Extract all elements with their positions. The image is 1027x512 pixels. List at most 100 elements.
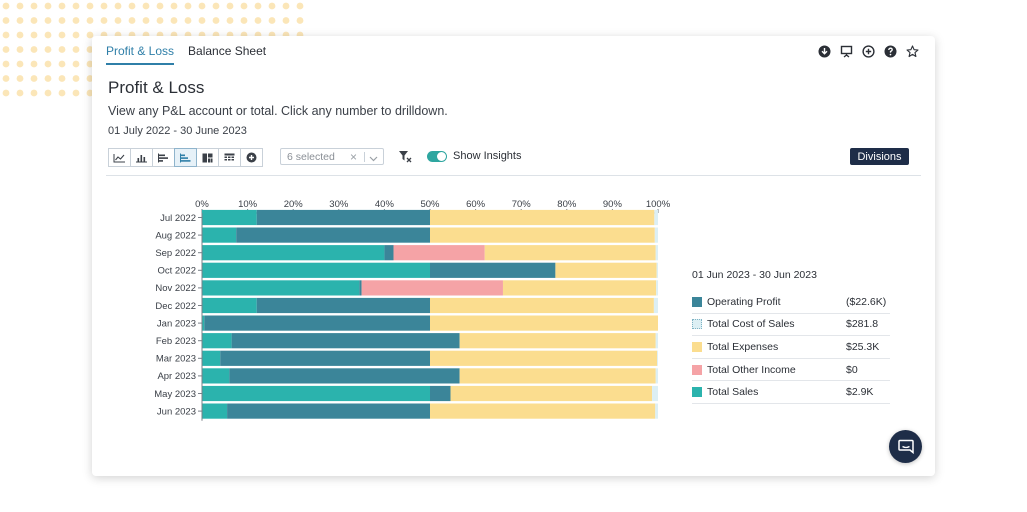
tab-balance-sheet[interactable]: Balance Sheet [188,44,267,58]
bar-segment[interactable] [430,297,654,314]
bar-segment[interactable] [227,403,430,419]
line-chart-icon [113,153,125,162]
series-select[interactable]: 6 selected × [280,148,384,165]
add-circle-icon[interactable] [861,44,875,58]
bar-segment[interactable] [459,368,656,384]
decorative-dot [16,46,24,53]
legend-value[interactable]: $25.3K [846,340,880,353]
legend-row: Operating Profit ($22.6K) [692,291,890,314]
bar-segment[interactable] [657,350,658,366]
decorative-dot [184,2,192,10]
show-insights-toggle[interactable] [427,151,447,162]
table-view-button[interactable] [218,148,241,167]
decorative-dot [86,17,94,24]
star-icon[interactable] [905,44,919,58]
decorative-dot [86,31,94,39]
decorative-dot [72,2,80,10]
bar-segment[interactable] [236,227,430,243]
legend-row: Total Sales $2.9K [692,381,890,404]
bar-segment[interactable] [484,245,656,261]
decorative-dot [2,17,10,24]
bar-segment[interactable] [359,280,362,296]
add-chart-button[interactable] [240,148,263,167]
bar-segment[interactable] [202,209,257,226]
presentation-icon[interactable] [839,44,853,58]
bar-chart-button[interactable] [152,148,175,167]
bar-segment[interactable] [393,245,485,261]
bar-segment[interactable] [430,262,556,278]
bar-segment[interactable] [202,368,230,384]
legend-row: Total Expenses $25.3K [692,336,890,359]
bar-segment[interactable] [202,297,257,314]
bar-segment[interactable] [202,315,205,331]
bar-segment[interactable] [654,227,658,243]
y-tick-label: Jun 2023 [157,406,196,417]
bar-segment[interactable] [202,262,430,278]
chevron-down-icon[interactable] [369,153,378,165]
bar-segment[interactable] [430,385,451,402]
clear-filter-icon[interactable] [398,150,412,168]
bar-segment[interactable] [430,209,655,226]
x-tick-label: 40% [375,199,395,210]
column-chart-icon [136,154,147,162]
bar-segment[interactable] [202,280,360,296]
bar-segment[interactable] [430,350,658,366]
legend-swatch [692,341,702,352]
bar-segment[interactable] [231,333,460,349]
tab-profit-loss[interactable]: Profit & Loss [106,44,175,65]
bar-segment[interactable] [202,333,232,349]
bar-segment[interactable] [256,297,430,314]
legend-label: Total Sales [707,386,759,399]
bar-segment[interactable] [430,403,656,419]
select-separator [364,152,365,162]
bar-segment[interactable] [361,280,503,296]
legend-value[interactable]: $0 [846,363,858,376]
bar-segment[interactable] [202,227,237,243]
divisions-button[interactable]: Divisions [850,148,909,165]
legend-value[interactable]: $281.8 [846,318,879,331]
bar-segment[interactable] [655,245,658,261]
decorative-dot [44,2,52,10]
legend-label: Total Other Income [707,363,796,376]
decorative-dot [16,60,24,68]
decorative-dot [16,2,24,10]
stacked-bar-chart-icon [180,153,191,162]
decorative-dot [100,17,108,24]
help-icon[interactable] [883,44,897,58]
clear-selection-icon[interactable]: × [349,150,357,164]
bar-segment[interactable] [653,297,658,314]
bar-segment[interactable] [384,245,394,261]
bar-segment[interactable] [459,333,656,349]
bar-segment[interactable] [655,368,658,384]
bar-segment[interactable] [229,368,460,384]
decorative-dot-pattern [2,2,304,97]
bar-segment[interactable] [652,385,658,402]
bar-segment[interactable] [655,333,658,349]
bar-segment[interactable] [655,403,658,419]
bar-segment[interactable] [450,385,653,402]
bar-segment[interactable] [202,403,228,419]
chat-launcher-button[interactable] [889,430,922,463]
decorative-dot [44,31,52,39]
decorative-dot [170,2,178,10]
bar-segment[interactable] [654,209,658,226]
bar-segment[interactable] [202,385,430,402]
bar-segment[interactable] [656,280,658,296]
bar-segment[interactable] [202,245,385,261]
bar-segment[interactable] [430,227,655,243]
bar-segment[interactable] [555,262,657,278]
legend-swatch [692,319,702,330]
download-icon[interactable] [817,44,831,58]
show-insights-label: Show Insights [453,150,522,162]
bar-segment[interactable] [204,315,430,331]
legend-value[interactable]: ($22.6K) [846,295,887,308]
bar-segment[interactable] [202,350,221,366]
bar-segment[interactable] [656,262,658,278]
stacked-bar-chart-button[interactable] [174,148,197,167]
bar-segment[interactable] [430,315,658,331]
bar-segment[interactable] [502,280,657,296]
legend-value[interactable]: $2.9K [846,386,874,399]
bar-segment[interactable] [220,350,430,366]
bar-segment[interactable] [256,209,430,226]
treemap-icon [202,153,213,162]
